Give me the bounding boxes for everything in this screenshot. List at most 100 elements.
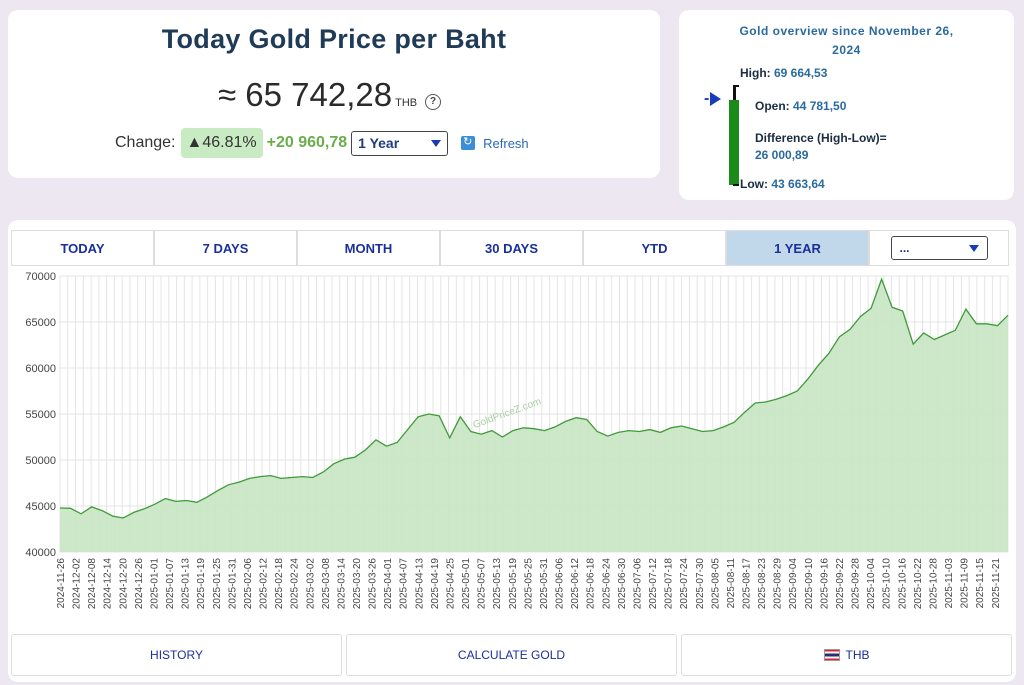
x-tick-label: 2024-12-02 bbox=[72, 558, 83, 610]
x-tick-label: 2025-06-06 bbox=[555, 558, 566, 610]
overview-open: Open: 44 781,50 bbox=[755, 99, 847, 113]
x-tick-label: 2025-09-10 bbox=[804, 558, 815, 610]
overview-high: High: 69 664,53 bbox=[740, 66, 828, 80]
x-tick-label: 2025-10-16 bbox=[897, 558, 908, 610]
candle-high-tick bbox=[733, 85, 739, 87]
x-tick-label: 2025-05-25 bbox=[523, 558, 534, 610]
tab-30-days[interactable]: 30 DAYS bbox=[440, 230, 583, 266]
overview-low: Low: 43 663,64 bbox=[740, 177, 825, 191]
tab-today[interactable]: TODAY bbox=[11, 230, 154, 266]
y-tick-label: 70000 bbox=[25, 271, 56, 283]
x-tick-label: 2025-01-25 bbox=[212, 558, 223, 610]
tab-ytd[interactable]: YTD bbox=[583, 230, 726, 266]
change-label: Change: bbox=[115, 134, 176, 151]
x-tick-label: 2025-06-30 bbox=[617, 558, 628, 610]
overview-title: Gold overview since November 26, 2024 bbox=[679, 22, 1014, 60]
refresh-button[interactable]: Refresh bbox=[461, 135, 529, 151]
x-tick-label: 2025-08-17 bbox=[741, 558, 752, 610]
x-tick-label: 2025-08-11 bbox=[726, 558, 737, 609]
y-tick-label: 50000 bbox=[25, 455, 56, 467]
x-tick-label: 2025-06-24 bbox=[601, 558, 612, 610]
x-tick-label: 2025-01-01 bbox=[149, 558, 160, 610]
tab-more: ... bbox=[869, 230, 1009, 266]
x-tick-label: 2025-10-22 bbox=[913, 558, 924, 610]
x-tick-label: 2025-03-20 bbox=[352, 558, 363, 610]
x-tick-label: 2025-03-08 bbox=[321, 558, 332, 610]
chart-card: TODAY 7 DAYS MONTH 30 DAYS YTD 1 YEAR ..… bbox=[8, 220, 1016, 682]
more-periods-select[interactable]: ... bbox=[890, 236, 988, 260]
candle-low-tick bbox=[733, 184, 739, 186]
candle-body bbox=[729, 100, 739, 185]
overview-card: Gold overview since November 26, 2024 - … bbox=[679, 10, 1014, 200]
x-tick-label: 2025-04-19 bbox=[430, 558, 441, 610]
x-tick-label: 2025-06-18 bbox=[586, 558, 597, 610]
currency-button[interactable]: THB bbox=[681, 634, 1012, 676]
more-select-value: ... bbox=[899, 241, 910, 255]
price-chart[interactable]: 40000450005000055000600006500070000GoldP… bbox=[8, 264, 1016, 634]
y-tick-label: 55000 bbox=[25, 409, 56, 421]
x-tick-label: 2025-09-16 bbox=[819, 558, 830, 610]
currency-label: THB bbox=[845, 648, 870, 662]
x-tick-label: 2025-07-30 bbox=[695, 558, 706, 610]
change-percent-badge: ▲46.81% bbox=[180, 128, 263, 158]
refresh-label: Refresh bbox=[483, 135, 529, 151]
period-select[interactable]: 1 Year bbox=[351, 130, 449, 156]
history-button[interactable]: HISTORY bbox=[11, 634, 342, 676]
x-tick-label: 2025-08-23 bbox=[757, 558, 768, 610]
thailand-flag-icon bbox=[823, 649, 840, 661]
period-tabs: TODAY 7 DAYS MONTH 30 DAYS YTD 1 YEAR ..… bbox=[11, 230, 1009, 266]
x-tick-label: 2025-01-31 bbox=[227, 558, 238, 610]
x-tick-label: 2025-04-01 bbox=[383, 558, 394, 610]
chevron-down-icon bbox=[431, 139, 442, 147]
x-tick-label: 2024-12-14 bbox=[103, 558, 114, 610]
x-tick-label: 2025-07-24 bbox=[679, 558, 690, 610]
x-tick-label: 2025-07-12 bbox=[648, 558, 659, 610]
price-area bbox=[60, 279, 1008, 552]
price-row: ≈ 65 742,28 THB ? bbox=[218, 76, 442, 114]
x-tick-label: 2025-05-01 bbox=[461, 558, 472, 610]
x-tick-label: 2025-07-06 bbox=[632, 558, 643, 610]
price-card: Today Gold Price per Baht ≈ 65 742,28 TH… bbox=[8, 10, 660, 178]
x-tick-label: 2025-10-10 bbox=[882, 558, 893, 610]
bottom-actions: HISTORY CALCULATE GOLD THB bbox=[11, 634, 1016, 676]
x-tick-label: 2025-08-05 bbox=[710, 558, 721, 610]
price-currency: THB bbox=[395, 97, 418, 109]
x-tick-label: 2025-05-07 bbox=[477, 558, 488, 610]
calculate-gold-button[interactable]: CALCULATE GOLD bbox=[346, 634, 677, 676]
x-tick-label: 2025-04-25 bbox=[445, 558, 456, 610]
x-tick-label: 2025-01-19 bbox=[196, 558, 207, 610]
change-absolute: +20 960,78 bbox=[266, 134, 348, 151]
x-tick-label: 2024-12-20 bbox=[118, 558, 129, 610]
x-tick-label: 2025-10-28 bbox=[928, 558, 939, 610]
tab-month[interactable]: MONTH bbox=[297, 230, 440, 266]
current-pointer-icon: - bbox=[704, 90, 722, 108]
x-tick-label: 2025-07-18 bbox=[664, 558, 675, 610]
page-title: Today Gold Price per Baht bbox=[161, 24, 507, 54]
x-tick-label: 2025-11-21 bbox=[991, 558, 1002, 609]
period-select-value: 1 Year bbox=[358, 135, 400, 151]
x-tick-label: 2025-01-07 bbox=[165, 558, 176, 610]
x-tick-label: 2025-11-03 bbox=[944, 558, 955, 609]
help-icon[interactable]: ? bbox=[425, 94, 442, 110]
price-line bbox=[59, 277, 1009, 519]
chevron-down-icon bbox=[968, 244, 979, 252]
overview-difference: Difference (High-Low)= 26 000,89 bbox=[755, 131, 887, 162]
overview-difference-value: 26 000,89 bbox=[755, 148, 809, 162]
y-tick-label: 65000 bbox=[25, 317, 56, 329]
x-tick-label: 2025-09-22 bbox=[835, 558, 846, 610]
tab-1-year[interactable]: 1 YEAR bbox=[726, 230, 869, 266]
x-tick-label: 2025-09-28 bbox=[851, 558, 862, 610]
x-tick-label: 2025-01-13 bbox=[181, 558, 192, 610]
x-tick-label: 2025-05-13 bbox=[492, 558, 503, 610]
x-tick-label: 2025-11-09 bbox=[960, 558, 971, 609]
x-tick-label: 2024-12-08 bbox=[87, 558, 98, 610]
overview-high-value: 69 664,53 bbox=[774, 66, 828, 80]
x-tick-label: 2025-10-04 bbox=[866, 558, 877, 610]
y-tick-label: 60000 bbox=[25, 363, 56, 375]
y-tick-label: 40000 bbox=[25, 547, 56, 559]
tab-7-days[interactable]: 7 DAYS bbox=[154, 230, 297, 266]
x-tick-label: 2025-04-13 bbox=[414, 558, 425, 610]
overview-open-value: 44 781,50 bbox=[793, 99, 847, 113]
x-tick-label: 2025-02-12 bbox=[259, 558, 270, 610]
x-tick-label: 2025-11-15 bbox=[975, 558, 986, 609]
